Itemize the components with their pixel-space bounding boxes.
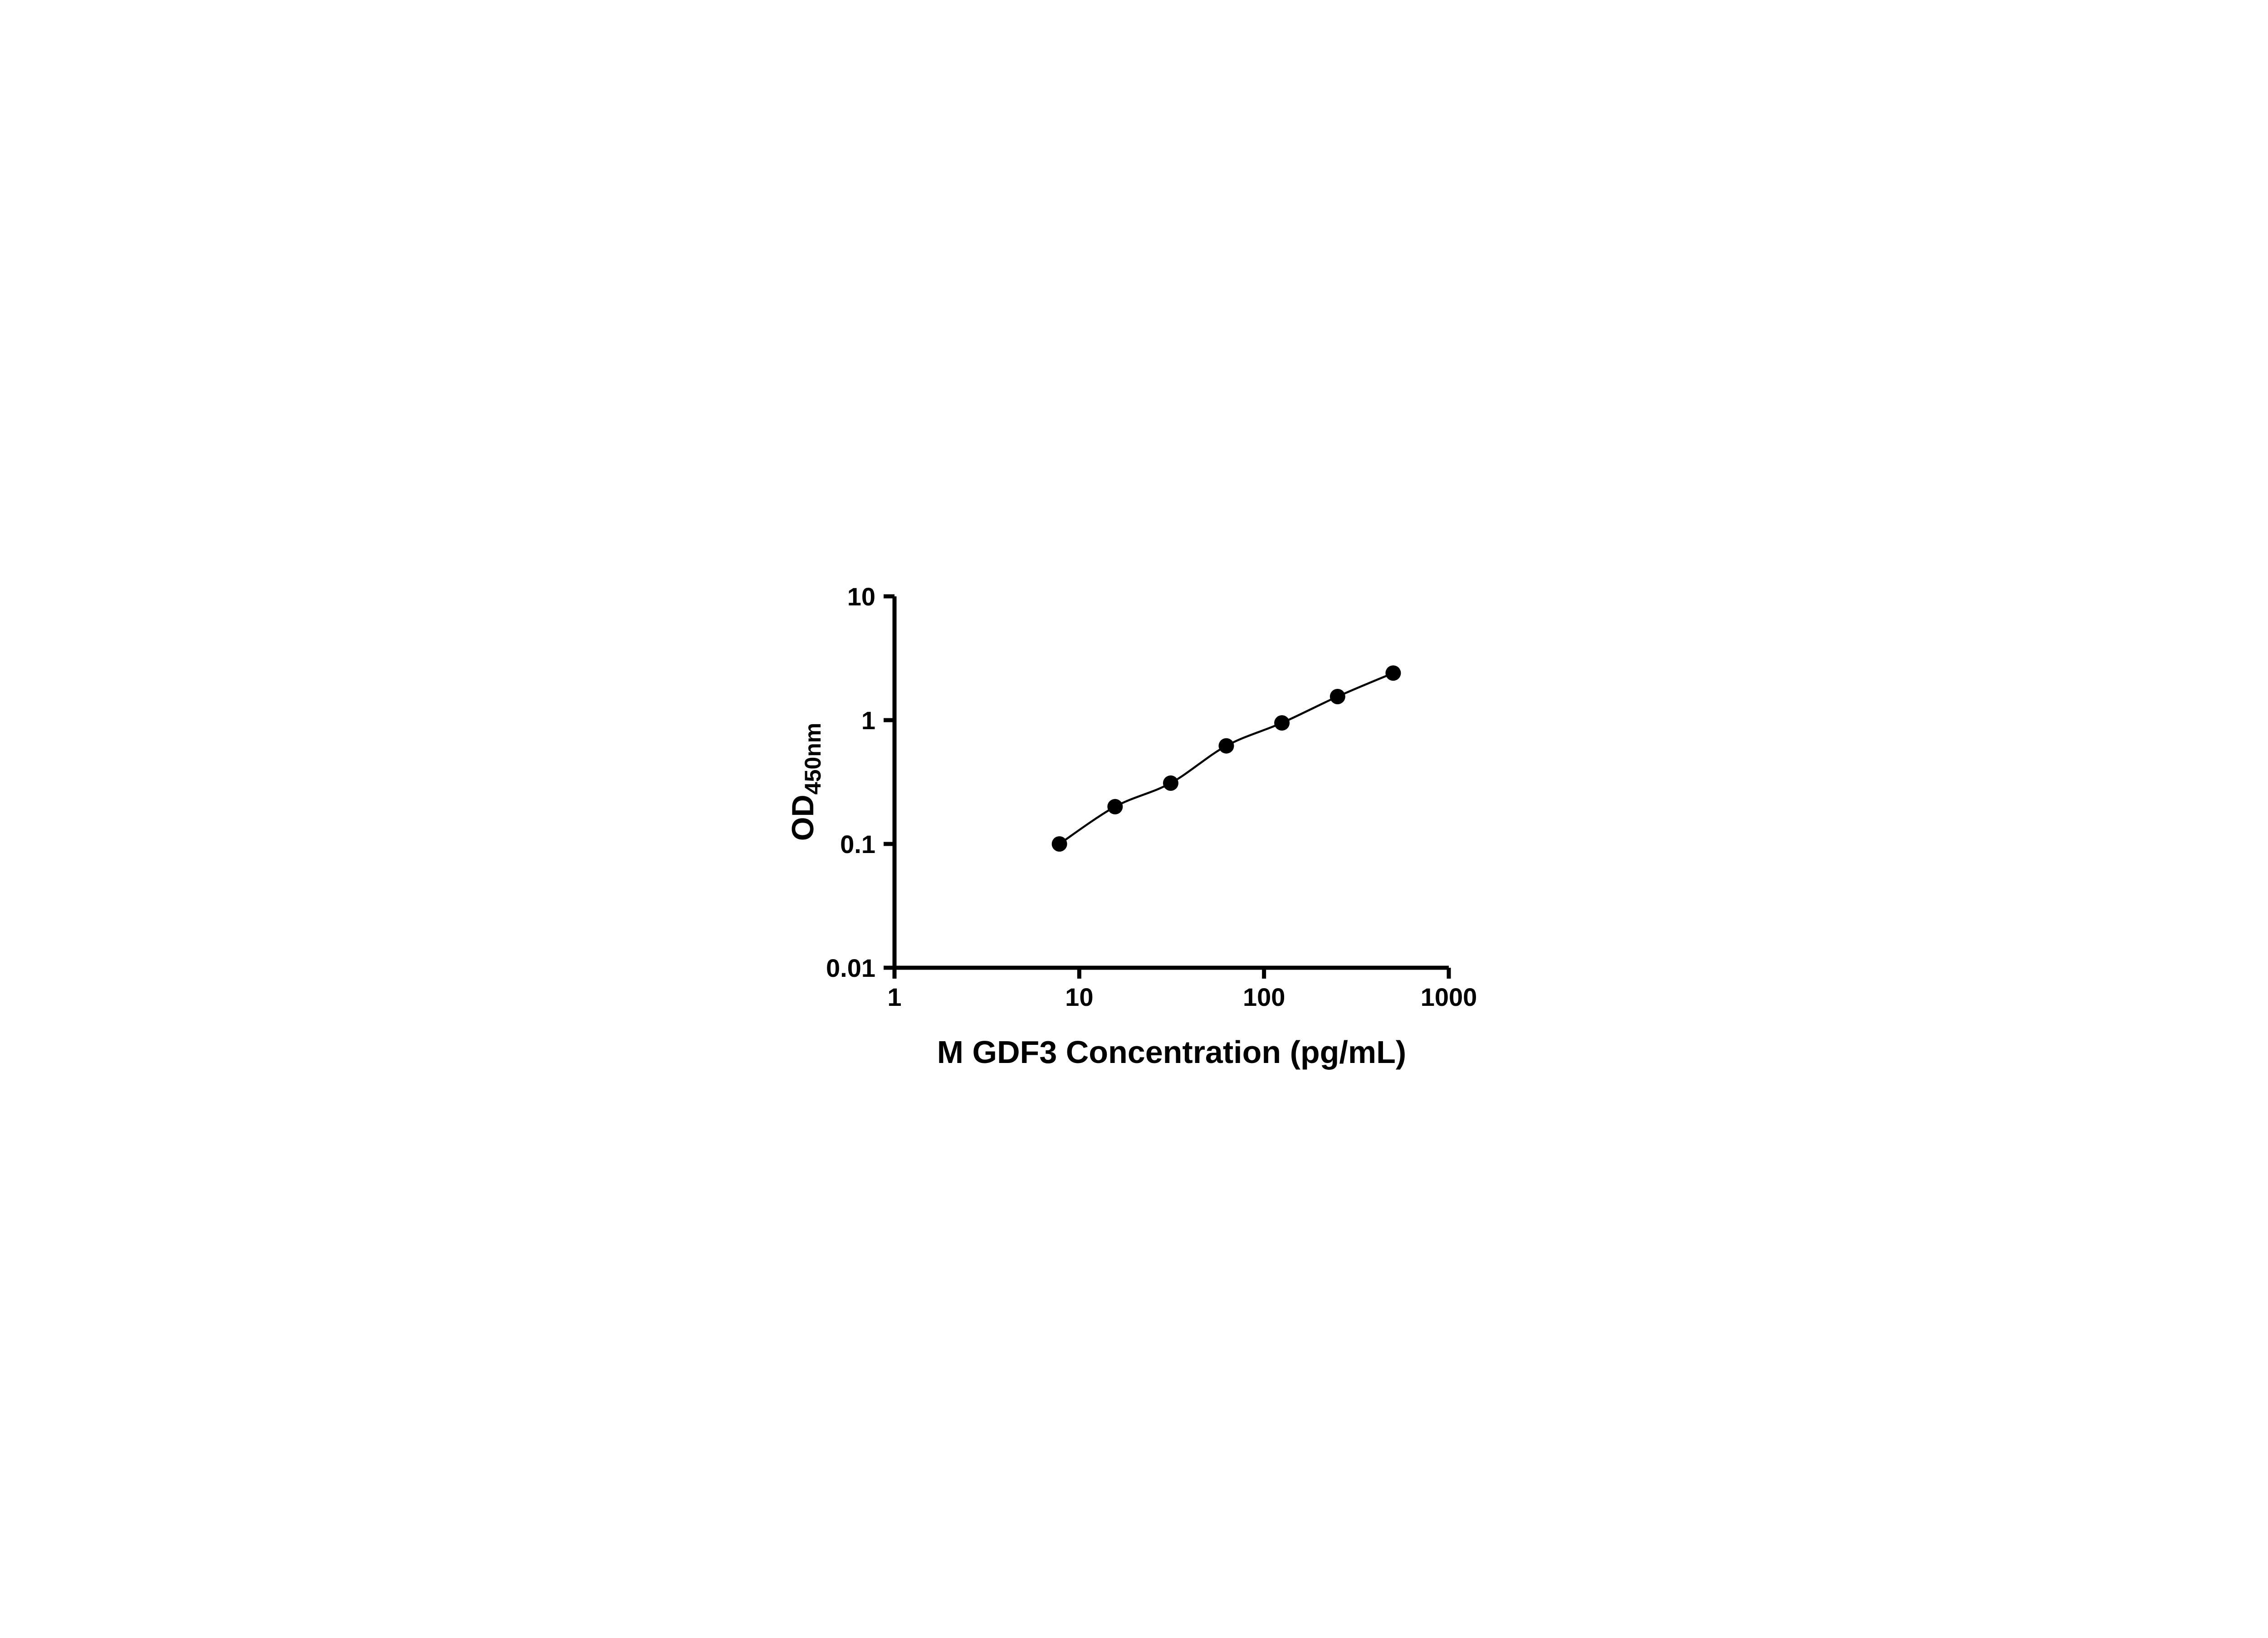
- y-tick-label: 0.1: [840, 830, 875, 858]
- x-tick-label: 100: [1243, 983, 1285, 1011]
- x-axis-title: M GDF3 Concentration (pg/mL): [937, 1034, 1406, 1070]
- y-axis-title: OD450nm: [786, 723, 826, 841]
- data-point: [1330, 689, 1345, 704]
- axes: [884, 594, 1451, 979]
- chart-canvas: 1 10 100 1000 0.01 0.1 1 10 M GDF3 Conce…: [746, 546, 1522, 1092]
- data-point: [1107, 799, 1123, 814]
- x-tick-label: 10: [1065, 983, 1093, 1011]
- data-point: [1385, 665, 1401, 681]
- y-tick-labels: 0.01 0.1 1 10: [826, 582, 875, 982]
- data-series: [1051, 665, 1401, 852]
- data-point: [1051, 836, 1067, 852]
- x-tick-labels: 1 10 100 1000: [887, 983, 1477, 1011]
- y-tick-label: 0.01: [826, 954, 875, 982]
- x-tick-label: 1000: [1421, 983, 1477, 1011]
- elisa-standard-curve-figure: 1 10 100 1000 0.01 0.1 1 10 M GDF3 Conce…: [746, 546, 1522, 1092]
- y-tick-label: 1: [861, 706, 875, 735]
- y-tick-label: 10: [847, 582, 875, 611]
- y-axis-ticks: [884, 594, 894, 970]
- data-point: [1274, 715, 1290, 731]
- data-point: [1218, 738, 1234, 754]
- data-point: [1163, 775, 1178, 791]
- x-tick-label: 1: [887, 983, 901, 1011]
